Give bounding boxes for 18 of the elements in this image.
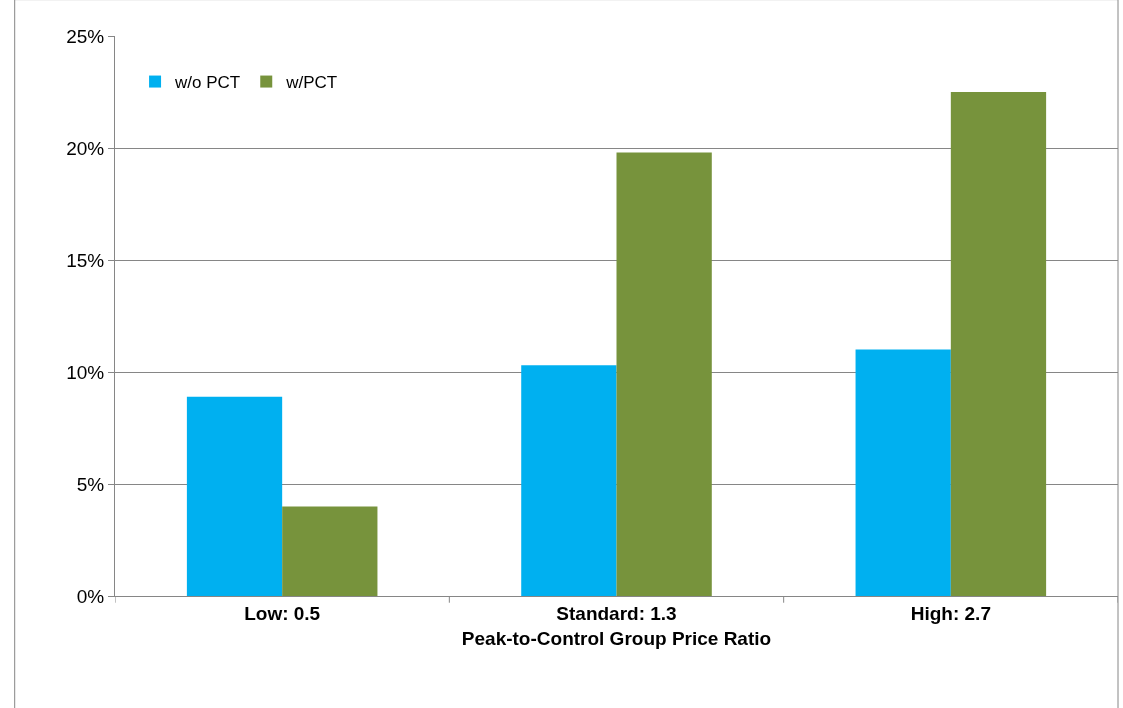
bar	[282, 506, 378, 596]
x-tick-label: Standard: 1.3	[556, 602, 677, 624]
bar	[186, 396, 283, 596]
y-tick-label: 0%	[76, 585, 105, 607]
x-tick-label: Low: 0.5	[244, 602, 321, 624]
y-tick-label: 25%	[66, 25, 105, 47]
bar	[950, 92, 1047, 596]
legend-label: w/o PCT	[174, 73, 241, 93]
y-tick-label: 20%	[66, 137, 105, 159]
x-axis-title: Peak-to-Control Group Price Ratio	[461, 627, 772, 649]
y-tick-label: 10%	[66, 361, 105, 383]
x-tick-label: High: 2.7	[910, 602, 991, 624]
bar	[855, 349, 951, 596]
bar	[616, 152, 712, 596]
y-tick-label: 5%	[76, 473, 105, 495]
y-tick-label: 15%	[66, 249, 105, 271]
bar	[521, 365, 617, 596]
legend-label: w/PCT	[285, 73, 338, 93]
